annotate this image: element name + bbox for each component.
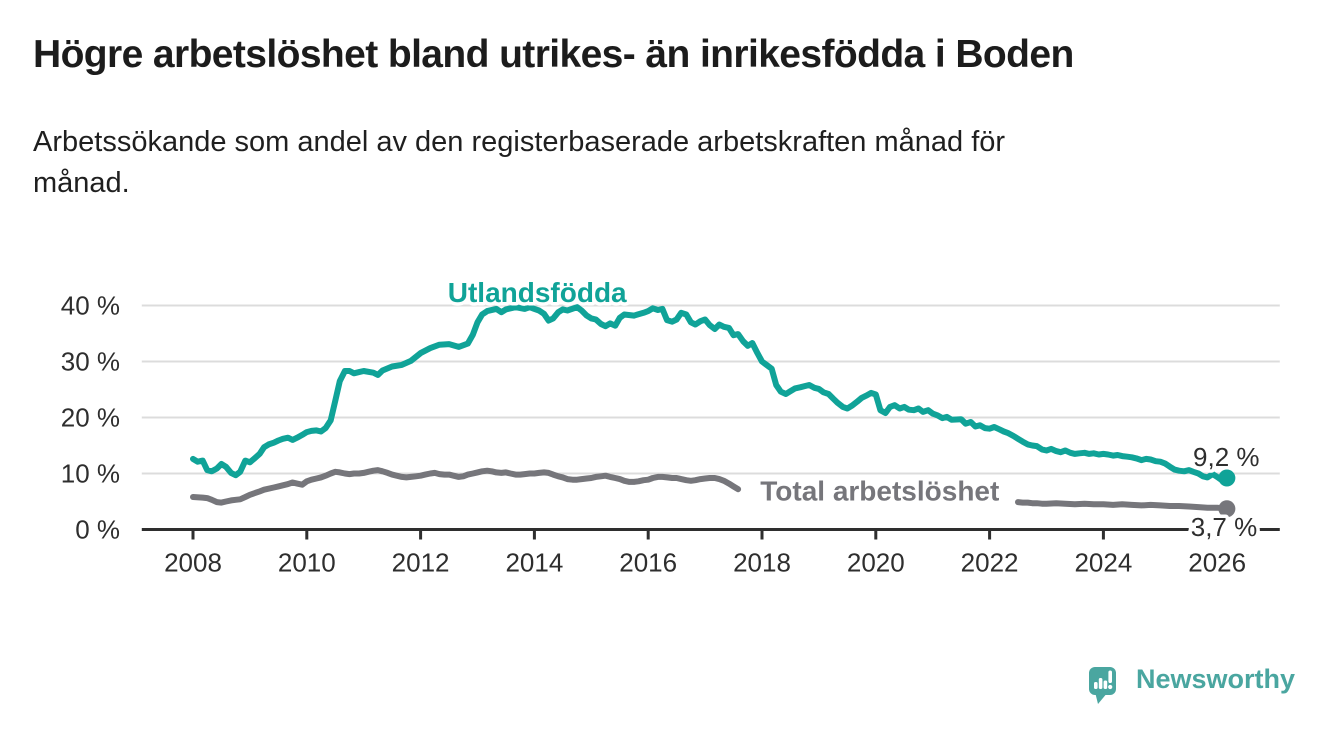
- x-axis-tick-label: 2016: [619, 548, 677, 578]
- logo-exclamation-bar: [1108, 670, 1112, 683]
- x-axis-tick-label: 2022: [961, 548, 1019, 578]
- logo-exclamation-dot: [1108, 684, 1113, 690]
- x-axis-tick-label: 2012: [392, 548, 450, 578]
- logo-wordmark: Newsworthy: [1136, 664, 1295, 694]
- series-label-total-arbetsl-shet: Total arbetslöshet: [760, 475, 999, 506]
- y-axis-tick-label: 20 %: [61, 403, 120, 433]
- series-end-value-label-utlandsf-dda-backing: [1191, 447, 1262, 468]
- y-axis-tick-label: 10 %: [61, 459, 120, 489]
- y-axis-tick-label: 0 %: [75, 515, 120, 545]
- series-end-value-label-total-arbetsl-shet-backing: [1188, 517, 1260, 538]
- x-axis-tick-label: 2020: [847, 548, 905, 578]
- series-label-utlandsf-dda-backing: [445, 282, 630, 304]
- logo-bars: [1094, 670, 1113, 690]
- page-subtitle: Arbetssökande som andel av den registerb…: [33, 126, 1006, 199]
- y-axis-tick-label: 30 %: [61, 347, 120, 377]
- page-title: Högre arbetslöshet bland utrikes- än inr…: [33, 33, 1074, 76]
- x-axis-tick-label: 2026: [1188, 548, 1246, 578]
- series-line-total-arbetsl-shet: [190, 467, 742, 506]
- newsworthy-speech-bubble-bar-chart-icon: [1089, 667, 1116, 704]
- x-axis-tick-label: 2010: [278, 548, 336, 578]
- series-line-total-arbetsl-shet: [1015, 499, 1230, 512]
- series-label-total-arbetsl-shet-backing: [758, 480, 1002, 502]
- logo-bubble-tail: [1095, 692, 1108, 704]
- series-line-utlandsf-dda: [190, 304, 1230, 484]
- x-axis-tick-label: 2024: [1074, 548, 1132, 578]
- series-end-value-label-total-arbetsl-shet: 3,7 %: [1191, 512, 1258, 542]
- series-end-value-label-utlandsf-dda: 9,2 %: [1193, 442, 1260, 472]
- y-axis-tick-label: 40 %: [61, 291, 120, 321]
- newsworthy-logo: Newsworthy: [1089, 664, 1295, 704]
- x-axis-tick-label: 2018: [733, 548, 791, 578]
- x-axis-tick-label: 2014: [505, 548, 563, 578]
- series-label-utlandsf-dda: Utlandsfödda: [448, 277, 627, 308]
- series-end-dot-total-arbetsl-shet: [1218, 500, 1236, 518]
- x-axis-tick-label: 2008: [164, 548, 222, 578]
- series-end-dot-utlandsf-dda: [1218, 469, 1236, 487]
